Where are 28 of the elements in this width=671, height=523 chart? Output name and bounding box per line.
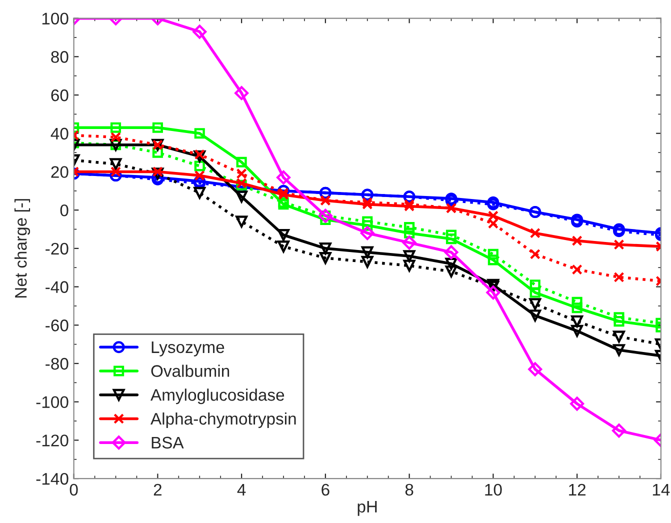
y-tick-label: -60: [46, 320, 68, 332]
y-tick-label: -140: [36, 472, 68, 485]
x-tick-label: 14: [652, 484, 670, 496]
y-tick-label: 20: [51, 166, 68, 178]
legend-label: Amyloglucosidase: [150, 388, 284, 404]
x-tick-label: 2: [154, 484, 162, 496]
y-tick-label: -40: [46, 281, 68, 293]
y-tick-label: -120: [36, 434, 68, 446]
x-axis-title: pH: [358, 500, 377, 516]
legend-label: BSA: [152, 436, 184, 449]
y-tick-label: 100: [42, 12, 68, 25]
x-tick-label: 12: [569, 484, 586, 496]
y-tick-label: 80: [51, 51, 68, 63]
y-tick-label: 40: [50, 128, 68, 140]
y-tick-label: -80: [46, 358, 68, 370]
legend-label: Ovalbumin: [151, 364, 230, 377]
y-tick-label: -20: [46, 242, 68, 255]
x-tick-label: 4: [237, 484, 246, 496]
y-tick-label: -100: [36, 396, 68, 408]
legend-label: Alpha-chymotrypsin: [150, 412, 296, 428]
y-tick-label: 60: [51, 89, 68, 102]
x-tick-label: 0: [70, 484, 78, 496]
x-tick-label: 6: [322, 484, 330, 496]
x-tick-label: 8: [405, 484, 414, 496]
x-tick-label: 10: [485, 484, 502, 496]
legend-label: Lysozyme: [152, 341, 224, 356]
y-tick-label: 0: [60, 204, 68, 216]
y-axis-title: Net charge [-]: [14, 199, 30, 298]
